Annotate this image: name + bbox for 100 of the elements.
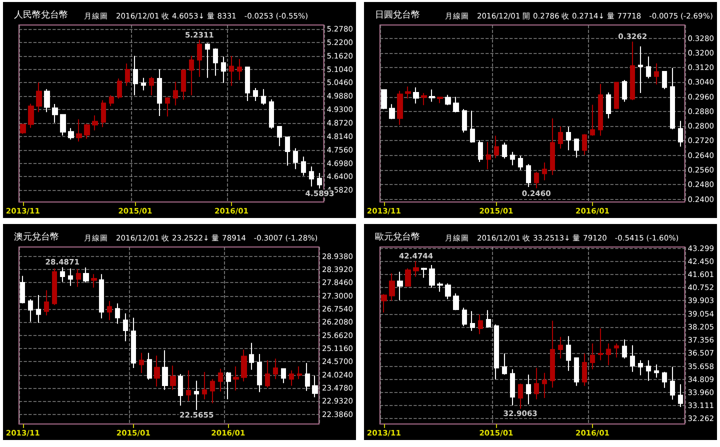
candlestick xyxy=(638,360,643,376)
candlestick xyxy=(614,343,619,358)
candlestick xyxy=(526,164,531,188)
candlestick xyxy=(131,317,136,369)
candlestick xyxy=(518,383,523,410)
candlestick xyxy=(20,123,26,134)
candlestick xyxy=(566,336,571,372)
candlestick xyxy=(486,310,491,328)
candlestick xyxy=(205,42,210,78)
candlestick xyxy=(389,272,395,302)
candlestick xyxy=(646,56,651,79)
candlestick xyxy=(68,128,74,140)
candlestick xyxy=(123,312,128,342)
candlestick xyxy=(289,370,294,386)
candlestick xyxy=(149,76,154,96)
candlestick xyxy=(221,56,226,84)
candlestick xyxy=(170,365,176,390)
candlestick xyxy=(654,364,659,378)
candlestick xyxy=(534,367,539,400)
candlestick xyxy=(301,156,306,176)
candlestick xyxy=(662,371,667,388)
candlestick xyxy=(606,92,611,119)
candlestick xyxy=(91,274,97,288)
candlestick xyxy=(670,67,675,130)
candlestick xyxy=(590,343,595,370)
candlestick xyxy=(598,84,603,136)
candlestick xyxy=(181,69,186,100)
candlestick xyxy=(413,260,419,278)
candlestick xyxy=(518,155,523,170)
candlestick xyxy=(257,353,262,393)
candlestick xyxy=(44,290,49,316)
candlestick xyxy=(76,268,81,288)
candlestick xyxy=(582,134,587,156)
candlestick xyxy=(437,96,443,104)
candlestick xyxy=(154,355,160,387)
candlestick xyxy=(173,81,178,106)
candlestick xyxy=(598,328,603,361)
candlestick xyxy=(550,320,555,388)
candlestick xyxy=(453,96,459,113)
candlestick xyxy=(445,282,451,300)
candlestick xyxy=(614,82,619,110)
candlestick xyxy=(558,336,563,360)
candlestick xyxy=(162,350,168,390)
candlestick xyxy=(429,89,435,102)
candlestick xyxy=(125,62,130,86)
candlestick xyxy=(574,357,579,386)
chart-title: 歐元兌台幣 xyxy=(375,232,420,242)
candlestick xyxy=(265,360,270,388)
candlestick xyxy=(453,292,459,311)
chart-title: 人民幣兌台幣 xyxy=(14,10,68,20)
candlestick xyxy=(249,342,254,370)
candlestick xyxy=(139,352,144,374)
candlestick xyxy=(281,368,286,384)
candlestick xyxy=(622,80,627,102)
candlestick xyxy=(157,68,162,117)
candlestick xyxy=(194,380,199,410)
candlestick xyxy=(273,358,278,380)
candlestick xyxy=(582,353,587,386)
candlestick xyxy=(413,86,419,104)
candlestick xyxy=(678,384,683,408)
candlestick xyxy=(429,264,435,288)
candlestick xyxy=(285,136,290,166)
candlestick xyxy=(437,282,443,292)
candlestick xyxy=(28,298,33,322)
candlestick xyxy=(44,88,50,113)
candlestick xyxy=(68,268,73,286)
candlestick xyxy=(494,324,499,380)
candlestick xyxy=(421,92,427,106)
candlestick xyxy=(445,94,451,106)
candlestick xyxy=(421,267,427,278)
candlestick xyxy=(147,352,152,380)
candlestick xyxy=(261,88,266,106)
candlestick xyxy=(76,118,82,142)
candlestick xyxy=(36,82,42,113)
candlestick xyxy=(99,274,104,319)
candlestick xyxy=(28,103,34,128)
candlestick xyxy=(229,56,234,86)
candlestick xyxy=(84,123,90,140)
candlestick xyxy=(115,302,120,324)
candlestick xyxy=(405,86,411,100)
candlestick xyxy=(566,126,571,151)
candlestick xyxy=(542,372,547,398)
candlestick xyxy=(510,368,515,406)
candlestick xyxy=(165,96,170,118)
candlestick xyxy=(478,140,483,162)
candlestick xyxy=(197,39,202,78)
candlestick xyxy=(638,46,643,94)
candlestick xyxy=(405,268,411,288)
candlestick xyxy=(186,370,191,402)
candlestick xyxy=(312,375,318,398)
candlestick xyxy=(397,271,403,301)
candlestick xyxy=(389,104,395,120)
candlestick xyxy=(305,362,310,392)
candlestick xyxy=(297,366,302,380)
candlestick xyxy=(133,55,138,96)
candlestick xyxy=(397,90,403,126)
candlestick xyxy=(317,172,322,189)
candlestick xyxy=(646,360,651,382)
candlestick xyxy=(381,89,387,110)
candlestick xyxy=(213,48,218,76)
